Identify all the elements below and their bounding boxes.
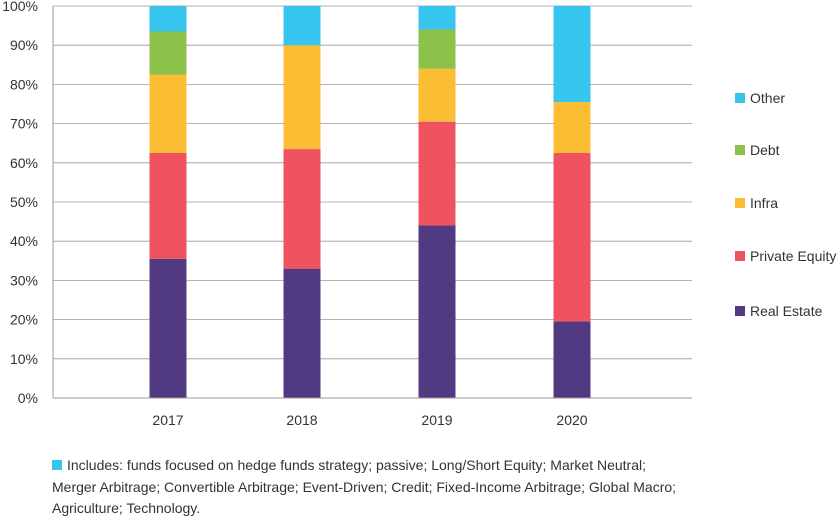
y-tick-label: 80% bbox=[10, 76, 38, 92]
x-tick-label: 2020 bbox=[556, 412, 587, 428]
axes bbox=[52, 6, 692, 399]
y-tick-label: 40% bbox=[10, 233, 38, 249]
bar-segment-private-equity-2017 bbox=[149, 153, 187, 259]
legend-swatch bbox=[735, 306, 745, 316]
x-tick-label: 2018 bbox=[286, 412, 317, 428]
bar-segment-real-estate-2019 bbox=[418, 225, 456, 398]
bar-segment-infra-2019 bbox=[418, 68, 456, 122]
bar-segment-other-2020 bbox=[553, 6, 591, 103]
legend-swatch bbox=[735, 251, 745, 261]
footnote: Includes: funds focused on hedge funds s… bbox=[52, 455, 692, 520]
bar-segment-real-estate-2020 bbox=[553, 321, 591, 398]
stacked-bar-chart: 0%10%20%30%40%50%60%70%80%90%100% 2017 20… bbox=[2, 0, 692, 428]
bar-segment-infra-2018 bbox=[283, 45, 321, 150]
y-tick-label: 20% bbox=[10, 312, 38, 328]
legend-item-real-estate: Real Estate bbox=[735, 303, 822, 319]
legend-label: Debt bbox=[750, 142, 780, 158]
bar-segment-private-equity-2018 bbox=[283, 149, 321, 269]
y-tick-label: 90% bbox=[10, 37, 38, 53]
footnote-swatch bbox=[52, 460, 62, 470]
bar-segment-private-equity-2020 bbox=[553, 153, 591, 322]
y-tick-label: 50% bbox=[10, 194, 38, 210]
y-tick-label: 30% bbox=[10, 272, 38, 288]
legend-swatch bbox=[735, 198, 745, 208]
legend: Other Debt Infra Private Equity Real Estate bbox=[735, 0, 840, 400]
legend-item-debt: Debt bbox=[735, 142, 780, 158]
legend-item-infra: Infra bbox=[735, 195, 778, 211]
legend-label: Infra bbox=[750, 195, 779, 211]
x-tick-label: 2019 bbox=[421, 412, 452, 428]
gridlines bbox=[53, 5, 692, 360]
bar-segment-real-estate-2018 bbox=[283, 268, 321, 398]
legend-item-private-equity: Private Equity bbox=[735, 248, 836, 264]
legend-label: Real Estate bbox=[750, 303, 823, 319]
bar-segment-real-estate-2017 bbox=[149, 258, 187, 398]
y-tick-label: 0% bbox=[18, 390, 38, 406]
y-tick-label: 100% bbox=[2, 0, 38, 14]
y-tick-label: 60% bbox=[10, 155, 38, 171]
y-tick-label: 70% bbox=[10, 116, 38, 132]
y-tick-label: 10% bbox=[10, 351, 38, 367]
x-tick-labels: 2017 2018 2019 2020 bbox=[152, 412, 587, 428]
legend-label: Private Equity bbox=[750, 248, 837, 264]
footnote-text: Includes: funds focused on hedge funds s… bbox=[52, 457, 677, 516]
y-tick-labels: 0% 10% 20% 30% 40% 50% 60% 70% 80% 90% 100% bbox=[2, 0, 38, 406]
legend-item-other: Other bbox=[735, 90, 785, 106]
legend-swatch bbox=[735, 145, 745, 155]
bar-segment-private-equity-2019 bbox=[418, 121, 456, 226]
bar-segment-debt-2019 bbox=[418, 29, 456, 69]
bar-segment-infra-2017 bbox=[149, 74, 187, 153]
bar-segment-other-2018 bbox=[283, 6, 321, 46]
bar-segment-infra-2020 bbox=[553, 102, 591, 153]
legend-label: Other bbox=[750, 90, 786, 106]
bar-segment-debt-2017 bbox=[149, 31, 187, 75]
bar-segment-other-2019 bbox=[418, 6, 456, 30]
x-tick-label: 2017 bbox=[152, 412, 183, 428]
bars bbox=[149, 6, 591, 398]
legend-swatch bbox=[735, 93, 745, 103]
bar-segment-other-2017 bbox=[149, 6, 187, 32]
